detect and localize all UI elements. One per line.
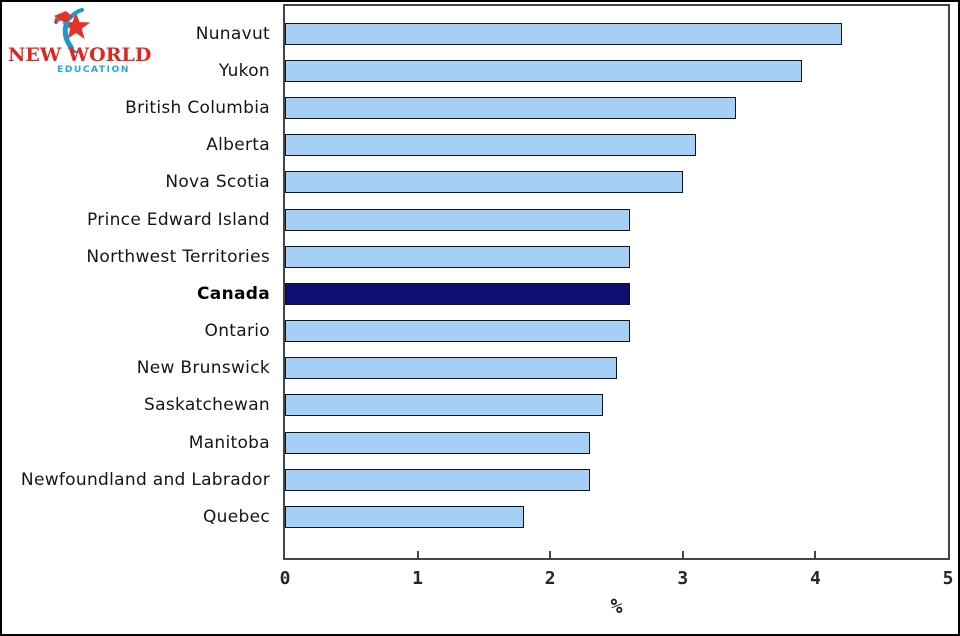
bar-row: Prince Edward Island [2,201,948,238]
bar [285,245,630,268]
bar-row: Alberta [2,127,948,164]
bar [285,171,683,194]
bar-emphasis [285,282,630,305]
graduation-cap-icon [54,11,73,21]
x-axis-tick-mark [549,551,552,558]
x-axis-tick-mark [681,551,684,558]
x-axis-tick-mark [814,551,817,558]
logo: NEW WORLD EDUCATION [8,6,152,80]
category-label: Saskatchewan [144,395,270,416]
bar-row: Quebec [2,498,948,535]
plot-area [283,4,950,560]
category-label: Prince Edward Island [87,209,270,230]
bar [285,506,524,529]
bar-row: Newfoundland and Labrador [2,461,948,498]
bar-row: Manitoba [2,424,948,461]
category-label: Alberta [206,135,270,156]
category-label: Nunavut [195,23,270,44]
bar-rows: Nunavut Yukon British Columbia Alberta Nova … [2,4,948,560]
bar-row: Yukon [2,52,948,89]
bar-track [285,22,948,45]
bar [285,394,604,417]
bar-row: New Brunswick [2,350,948,387]
bar-track [285,208,948,231]
bar-row: Ontario [2,313,948,350]
category-label: New Brunswick [136,358,270,379]
bar-track [285,245,948,268]
category-label: Nova Scotia [165,172,270,193]
x-axis-tick-label: 2 [544,568,556,589]
bar-track [285,394,948,417]
bar [285,431,590,454]
bar [285,59,803,82]
category-label: Manitoba [188,432,270,453]
bar-track [285,431,948,454]
bar-row: Nova Scotia [2,164,948,201]
bar-row: British Columbia [2,89,948,126]
bar-track [285,59,948,82]
star-icon [61,12,91,40]
x-axis-tick-label: 3 [677,568,689,589]
x-axis-tick-mark [416,551,419,558]
category-label: Northwest Territories [86,246,270,267]
bar [285,320,630,343]
bar [285,134,697,157]
logo-text-secondary: EDUCATION [57,65,130,75]
x-axis-tick-label: 1 [412,568,424,589]
x-axis-tick-label: 0 [279,568,291,589]
bar-track [285,320,948,343]
bar-track [285,468,948,491]
x-axis-title: % [610,594,623,618]
bar-track [285,506,948,529]
bar [285,22,842,45]
category-label: Quebec [202,507,270,528]
bar-row: Nunavut [2,15,948,52]
category-label: Yukon [218,60,270,81]
bar-row: Canada [2,275,948,312]
category-label: Canada [197,283,270,304]
bar [285,468,590,491]
bar-track [285,134,948,157]
logo-text-primary: NEW WORLD [8,44,152,66]
x-axis-tick-label: 4 [809,568,821,589]
category-label: Newfoundland and Labrador [20,469,270,490]
logo-person-star-icon [54,8,91,53]
bar [285,357,617,380]
bar-track [285,171,948,194]
bar [285,96,736,119]
category-label: British Columbia [125,97,270,118]
category-label: Ontario [204,321,270,342]
x-axis-tick-label: 5 [942,568,954,589]
bar [285,208,630,231]
bar-row: Saskatchewan [2,387,948,424]
bar-row: Northwest Territories [2,238,948,275]
bar-track [285,96,948,119]
bar-track [285,282,948,305]
bar-track [285,357,948,380]
